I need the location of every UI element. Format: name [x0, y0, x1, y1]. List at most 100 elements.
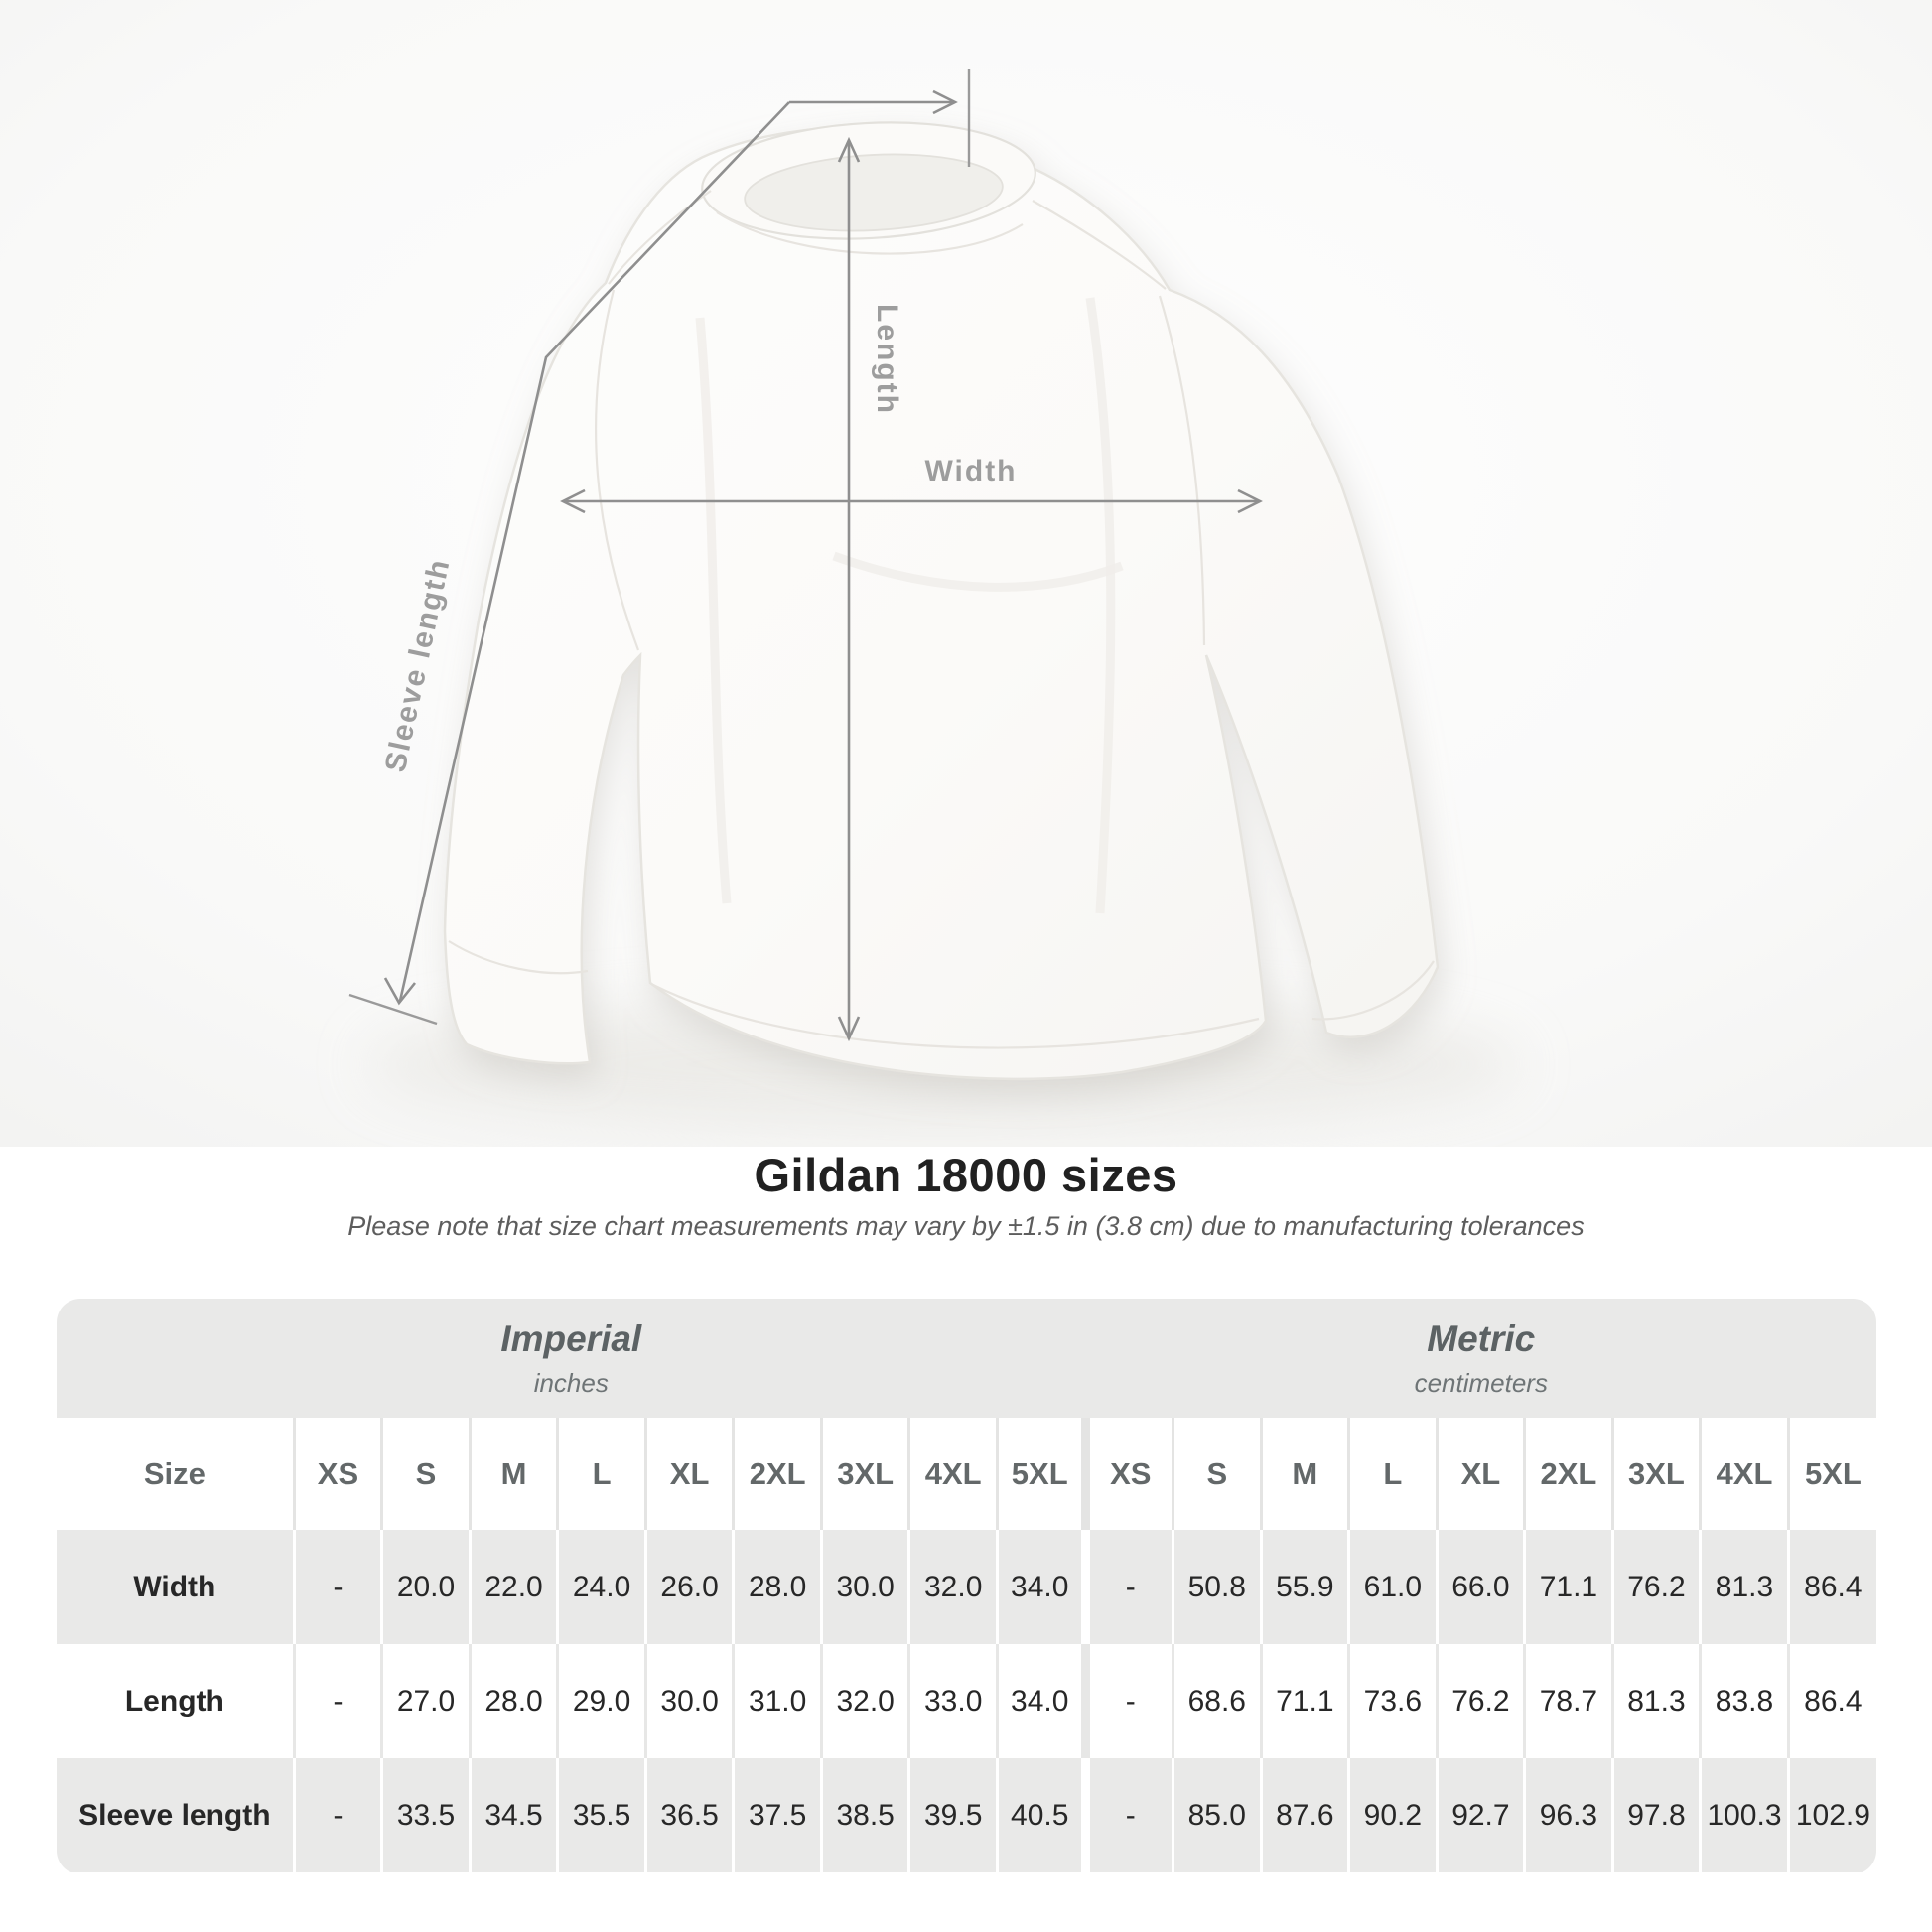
imperial-size-header: L [556, 1418, 646, 1530]
sleeve-metric-value: 100.3 [1699, 1758, 1789, 1872]
sleeve-imperial-value: 40.5 [995, 1758, 1085, 1872]
width-metric-value: 55.9 [1259, 1530, 1349, 1644]
length-imperial-value: 27.0 [380, 1644, 471, 1758]
size-chart-table: Imperial inches Metric centimeters Size … [57, 1299, 1876, 1874]
sleeve-metric-value: 97.8 [1610, 1758, 1701, 1872]
length-imperial-value: 34.0 [995, 1644, 1085, 1758]
row-label-length: Length [57, 1644, 295, 1758]
length-metric-value: - [1080, 1644, 1173, 1758]
length-metric-value: 86.4 [1786, 1644, 1876, 1758]
width-imperial-value: 20.0 [380, 1530, 471, 1644]
collar-opening [744, 153, 1004, 232]
width-imperial-value: 34.0 [995, 1530, 1085, 1644]
sleeve-metric-value: 96.3 [1523, 1758, 1613, 1872]
tolerance-note: Please note that size chart measurements… [347, 1211, 1585, 1241]
metric-group-header: Metric centimeters [1086, 1299, 1876, 1418]
length-metric-value: 73.6 [1347, 1644, 1438, 1758]
imperial-size-header: XL [643, 1418, 734, 1530]
sleeve-imperial-value: 36.5 [643, 1758, 734, 1872]
length-imperial-value: 28.0 [468, 1644, 558, 1758]
imperial-size-header: 3XL [819, 1418, 909, 1530]
sleeve-metric-value: 85.0 [1172, 1758, 1262, 1872]
metric-size-header: XS [1080, 1418, 1173, 1530]
sleeve-length-dimension-line [348, 69, 971, 1026]
length-imperial-value: 31.0 [732, 1644, 822, 1758]
metric-size-header: XL [1435, 1418, 1525, 1530]
width-metric-value: 71.1 [1523, 1530, 1613, 1644]
width-row: Width - 20.0 22.0 24.0 26.0 28.0 30.0 32… [57, 1530, 1876, 1644]
sleeve-imperial-value: - [292, 1758, 382, 1872]
length-imperial-value: 30.0 [643, 1644, 734, 1758]
unit-group-header: Imperial inches Metric centimeters [57, 1299, 1876, 1418]
width-metric-value: 50.8 [1172, 1530, 1262, 1644]
sleeve-imperial-value: 39.5 [907, 1758, 998, 1872]
metric-size-header: M [1259, 1418, 1349, 1530]
metric-size-header: L [1347, 1418, 1438, 1530]
row-label-width: Width [57, 1530, 295, 1644]
imperial-size-header: 4XL [907, 1418, 998, 1530]
metric-size-header: 3XL [1610, 1418, 1701, 1530]
metric-size-header: 5XL [1786, 1418, 1876, 1530]
sleeve-imperial-value: 34.5 [468, 1758, 558, 1872]
imperial-size-header: 2XL [732, 1418, 822, 1530]
sleeve-metric-value: 90.2 [1347, 1758, 1438, 1872]
sleeve-metric-value: - [1080, 1758, 1173, 1872]
length-dimension-line [837, 136, 861, 1042]
row-label-sleeve-length: Sleeve length [57, 1758, 295, 1872]
sleeve-imperial-value: 37.5 [732, 1758, 822, 1872]
imperial-size-header: 5XL [995, 1418, 1085, 1530]
page-title: Gildan 18000 sizes [754, 1149, 1178, 1201]
width-dimension-line [560, 488, 1263, 514]
width-metric-value: 66.0 [1435, 1530, 1525, 1644]
length-metric-value: 81.3 [1610, 1644, 1701, 1758]
sweatshirt-body [443, 121, 1440, 1081]
width-imperial-value: 30.0 [819, 1530, 909, 1644]
sleeve-imperial-value: 38.5 [819, 1758, 909, 1872]
width-metric-value: 61.0 [1347, 1530, 1438, 1644]
length-imperial-value: - [292, 1644, 382, 1758]
sleeve-metric-value: 92.7 [1435, 1758, 1525, 1872]
metric-size-header: S [1172, 1418, 1262, 1530]
length-row: Length - 27.0 28.0 29.0 30.0 31.0 32.0 3… [57, 1644, 1876, 1758]
imperial-size-header: XS [292, 1418, 382, 1530]
metric-size-header: 4XL [1699, 1418, 1789, 1530]
length-metric-value: 76.2 [1435, 1644, 1525, 1758]
sleeve-length-row: Sleeve length - 33.5 34.5 35.5 36.5 37.5… [57, 1758, 1876, 1872]
width-imperial-value: 22.0 [468, 1530, 558, 1644]
sleeve-metric-value: 87.6 [1259, 1758, 1349, 1872]
length-metric-value: 83.8 [1699, 1644, 1789, 1758]
imperial-group-unit: inches [533, 1367, 609, 1398]
metric-group-unit: centimeters [1414, 1367, 1548, 1398]
length-imperial-value: 29.0 [556, 1644, 646, 1758]
imperial-size-header: S [380, 1418, 471, 1530]
sleeve-metric-value: 102.9 [1786, 1758, 1876, 1872]
sleeve-imperial-value: 35.5 [556, 1758, 646, 1872]
width-metric-value: - [1080, 1530, 1173, 1644]
width-imperial-value: 26.0 [643, 1530, 734, 1644]
metric-size-header: 2XL [1523, 1418, 1613, 1530]
size-column-header: Size [57, 1418, 295, 1530]
width-metric-value: 86.4 [1786, 1530, 1876, 1644]
imperial-size-header: M [468, 1418, 558, 1530]
sweatshirt-image: Length Width Sleeve length [0, 0, 1932, 1147]
length-imperial-value: 33.0 [907, 1644, 998, 1758]
metric-group-label: Metric [1427, 1317, 1536, 1359]
length-metric-value: 78.7 [1523, 1644, 1613, 1758]
length-metric-value: 71.1 [1259, 1644, 1349, 1758]
width-metric-value: 76.2 [1610, 1530, 1701, 1644]
width-dimension-label: Width [924, 455, 1017, 487]
width-imperial-value: 28.0 [732, 1530, 822, 1644]
length-imperial-value: 32.0 [819, 1644, 909, 1758]
width-imperial-value: 24.0 [556, 1530, 646, 1644]
length-metric-value: 68.6 [1172, 1644, 1262, 1758]
imperial-group-header: Imperial inches [57, 1299, 1086, 1418]
sleeve-imperial-value: 33.5 [380, 1758, 471, 1872]
width-imperial-value: 32.0 [907, 1530, 998, 1644]
sweatshirt-measurement-diagram: Length Width Sleeve length [0, 0, 1932, 1147]
width-imperial-value: - [292, 1530, 382, 1644]
size-chart-grid: Size XS S M L XL 2XL 3XL 4XL 5XL XS S M … [57, 1418, 1876, 1872]
imperial-group-label: Imperial [500, 1317, 642, 1359]
size-header-row: Size XS S M L XL 2XL 3XL 4XL 5XL XS S M … [57, 1418, 1876, 1530]
length-dimension-label: Length [871, 304, 903, 415]
